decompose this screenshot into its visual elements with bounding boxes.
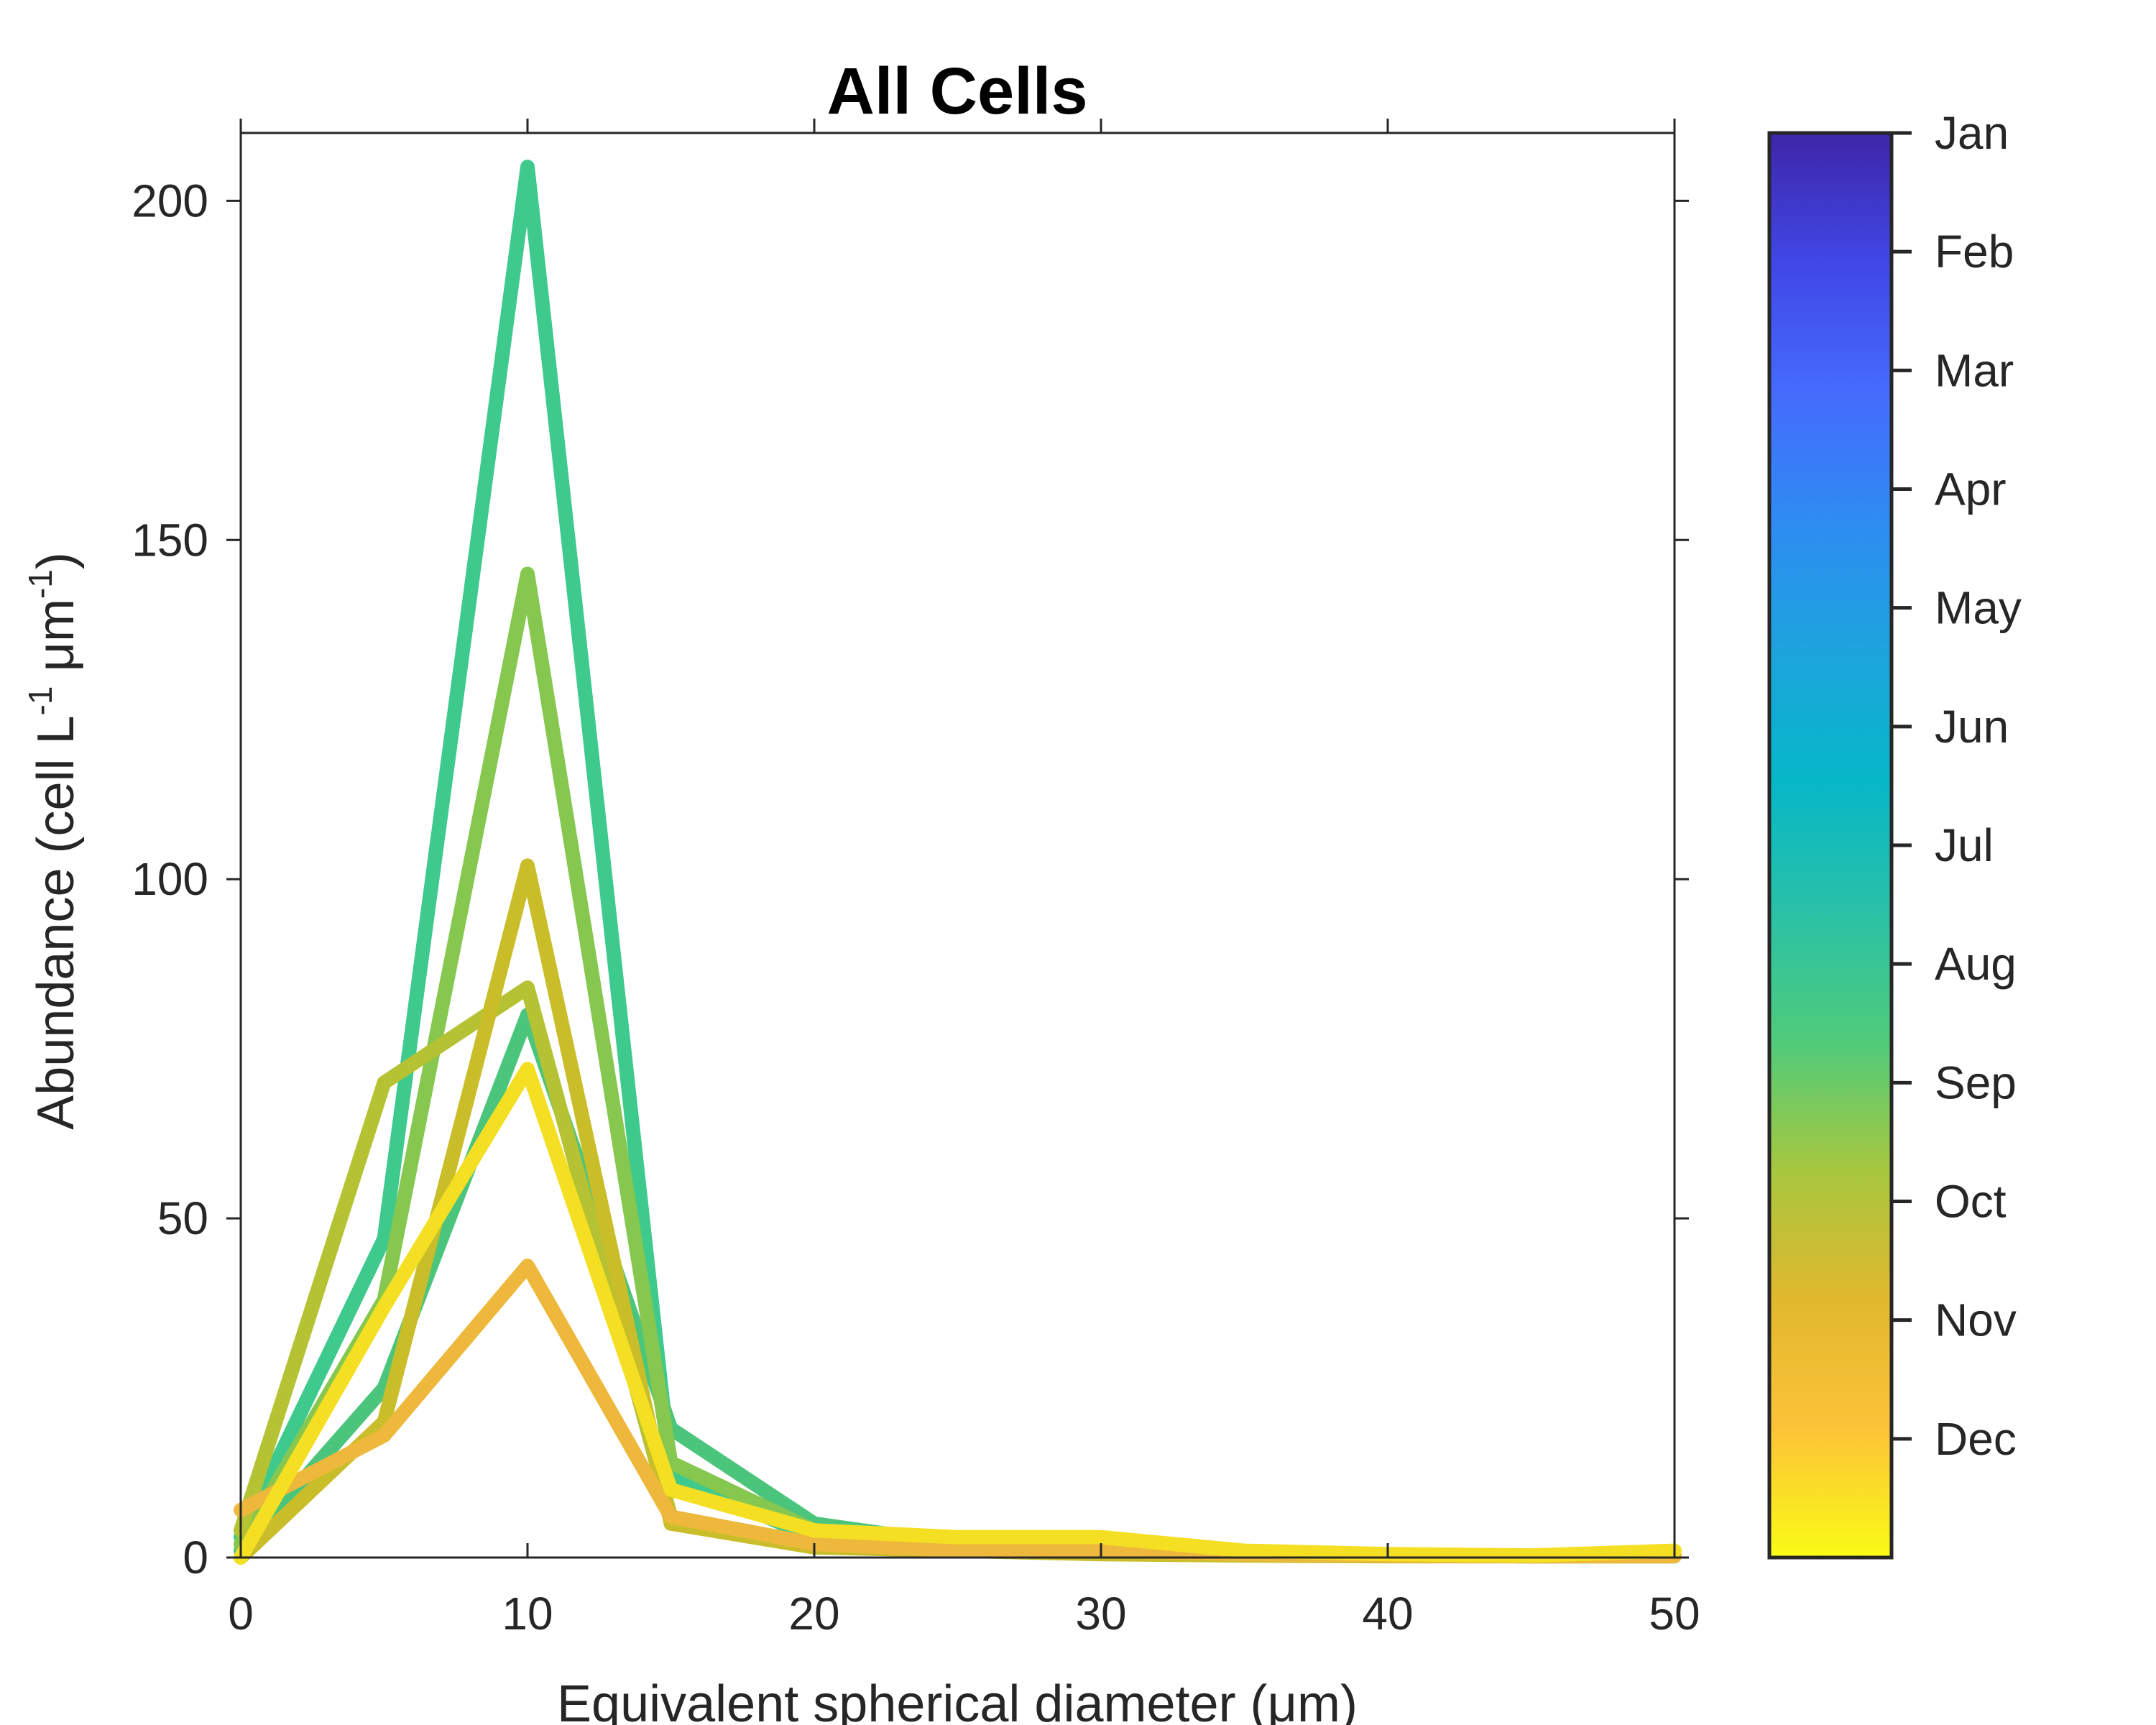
series-lines	[234, 160, 1682, 1565]
y-tick-label: 150	[132, 514, 208, 566]
colorbar-label-mar: Mar	[1935, 344, 2014, 396]
x-tick-label: 10	[502, 1588, 553, 1639]
colorbar-label-may: May	[1935, 582, 2022, 634]
colorbar-label-feb: Feb	[1935, 226, 2014, 277]
x-tick-label: 20	[788, 1588, 839, 1639]
colorbar-label-apr: Apr	[1935, 464, 2007, 515]
colorbar	[1767, 131, 1894, 1560]
y-axis-label-sup2: -1	[22, 569, 59, 599]
colorbar-ticks: Jan Feb Mar Apr May Jun Jul Aug Sep Oct Nov Dec	[1892, 107, 2022, 1465]
y-tick-label: 200	[132, 175, 208, 226]
colorbar-label-aug: Aug	[1935, 938, 2017, 990]
colorbar-label-dec: Dec	[1935, 1413, 2017, 1465]
colorbar-label-jul: Jul	[1935, 819, 1994, 871]
y-axis-label: Abundance (cell L-1 μm-1)	[22, 552, 85, 1130]
y-axis-label-mid: μm	[27, 599, 85, 686]
plot-frame	[239, 132, 1676, 1559]
series-line-2	[234, 1007, 1682, 1564]
y-tick-label: 50	[157, 1192, 208, 1244]
series-line-6	[234, 1259, 1682, 1564]
y-axis-label-end: )	[27, 552, 85, 569]
colorbar-label-jun: Jun	[1935, 701, 2009, 753]
chart-title: All Cells	[826, 55, 1087, 128]
y-tick-label: 100	[132, 853, 208, 905]
x-axis-label: Equivalent spherical diameter (μm)	[557, 1675, 1358, 1725]
series-line-4	[234, 980, 1682, 1564]
colorbar-label-oct: Oct	[1935, 1176, 2007, 1228]
x-axis: 0 10 20 30 40 50	[228, 119, 1700, 1639]
y-tick-label: 0	[183, 1532, 208, 1583]
colorbar-label-sep: Sep	[1935, 1057, 2017, 1108]
series-line-7	[234, 1062, 1682, 1565]
x-tick-label: 0	[228, 1588, 254, 1639]
y-axis-label-sup1: -1	[22, 686, 59, 716]
y-axis: 0 50 100 150 200	[132, 175, 1689, 1583]
y-axis-label-text: Abundance (cell L	[27, 715, 85, 1129]
colorbar-label-jan: Jan	[1935, 107, 2009, 159]
x-tick-label: 30	[1075, 1588, 1126, 1639]
x-tick-label: 40	[1362, 1588, 1413, 1639]
colorbar-label-nov: Nov	[1935, 1294, 2017, 1346]
x-tick-label: 50	[1649, 1588, 1700, 1639]
